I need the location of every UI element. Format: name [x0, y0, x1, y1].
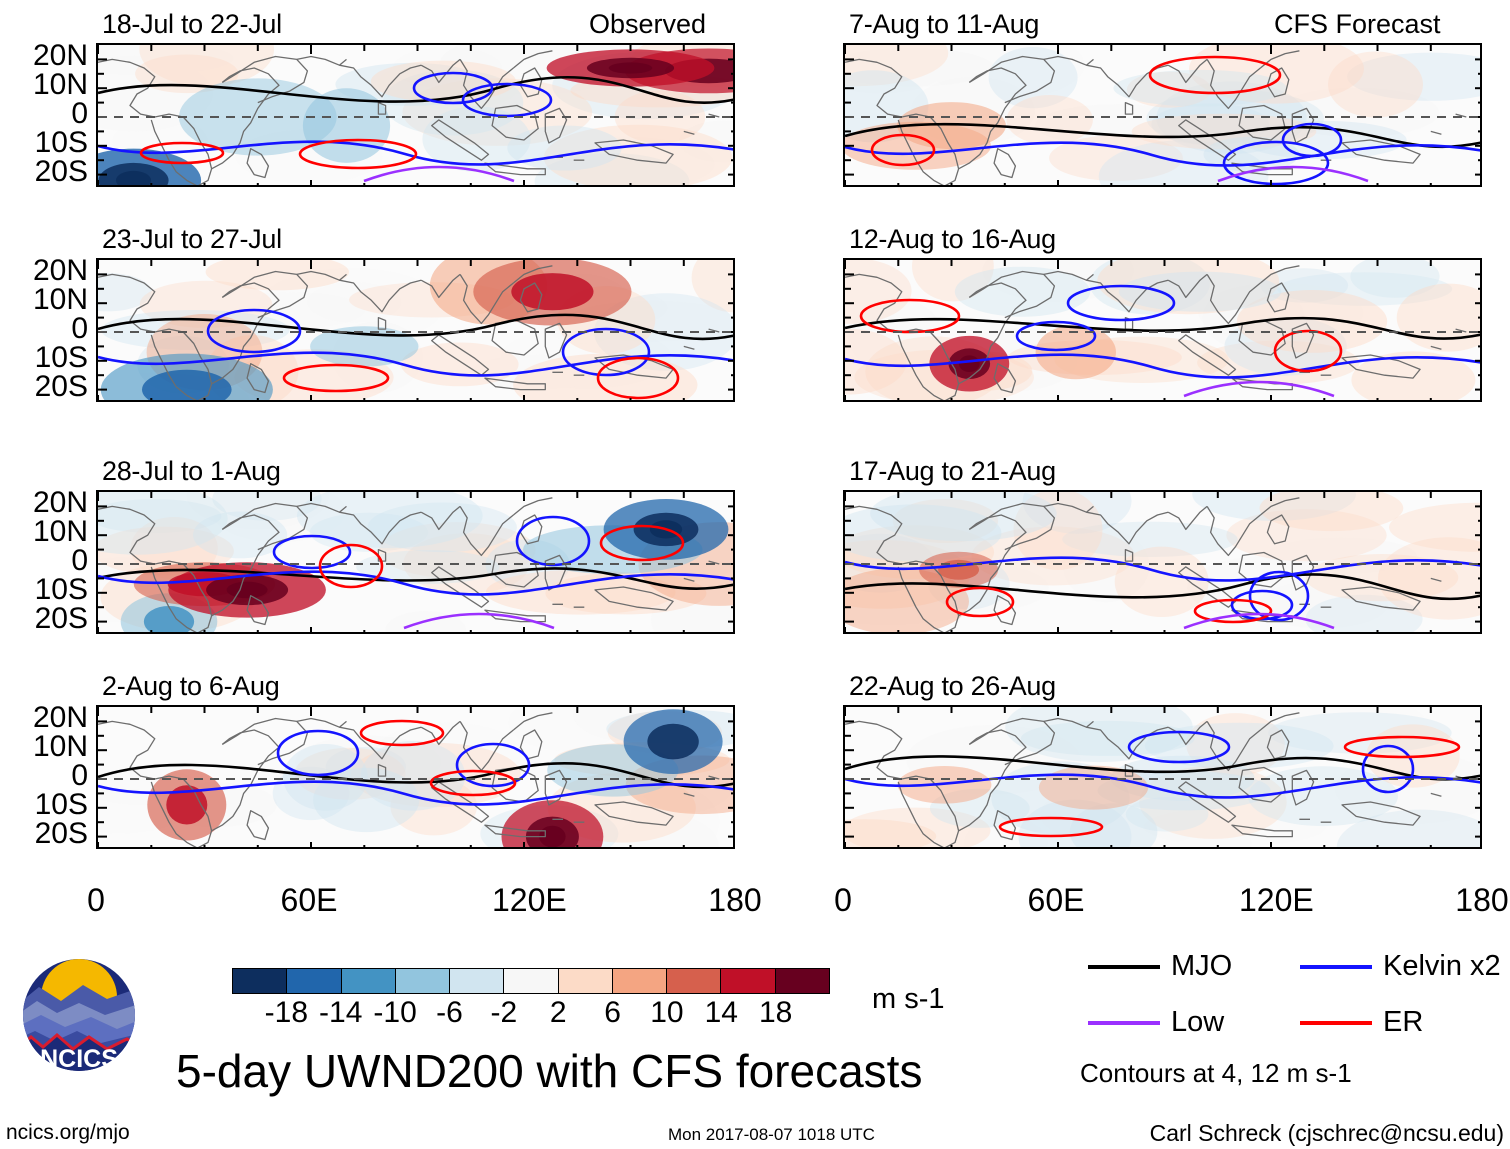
footer-url[interactable]: ncics.org/mjo	[6, 1121, 130, 1144]
y-tick-label: 0	[71, 312, 88, 345]
ncics-logo: NCICS	[23, 959, 135, 1073]
y-tick-label: 20S	[34, 154, 88, 188]
y-tick-label: 10N	[32, 730, 88, 764]
colorbar-swatch	[233, 969, 288, 993]
y-tick-label: 10S	[34, 787, 88, 821]
x-tick-label: 60E	[1027, 882, 1085, 918]
legend-line-swatch	[1300, 1020, 1372, 1025]
y-tick-label: 20N	[32, 254, 88, 288]
y-tick-label: 0	[71, 97, 88, 130]
colorbar-tick-label: 6	[604, 996, 621, 1029]
colorbar-tick-label: 18	[758, 996, 793, 1029]
legend-label: Low	[1171, 1006, 1225, 1038]
panel-title: 18-Jul to 22-Jul	[102, 9, 282, 39]
legend-line-swatch	[1300, 964, 1372, 969]
x-tick-label: 120E	[1239, 882, 1314, 918]
contour-note: Contours at 4, 12 m s-1	[1080, 1058, 1352, 1088]
colorbar-swatch	[341, 969, 396, 993]
legend-label: Kelvin x2	[1383, 950, 1501, 982]
panel-title: 7-Aug to 11-Aug	[849, 9, 1040, 39]
wave-contours	[845, 284, 1480, 398]
y-tick-label: 0	[71, 759, 88, 792]
legend-entry: Low	[1088, 1008, 1224, 1037]
colorbar-tick-label: 2	[549, 996, 567, 1029]
x-tick-label: 0	[834, 882, 852, 918]
y-tick-label: 20N	[32, 701, 88, 735]
map-plot-area	[843, 490, 1482, 634]
logo-text: NCICS	[40, 1045, 118, 1073]
map-plot-area	[843, 43, 1482, 187]
y-tick-label: 20N	[32, 486, 88, 520]
legend-label: MJO	[1171, 950, 1233, 982]
column-label: Observed	[589, 9, 707, 39]
colorbar-units: m s-1	[872, 983, 945, 1015]
legend-entry: Kelvin x2	[1300, 952, 1501, 981]
colorbar-tick-label: -10	[373, 996, 417, 1029]
map-plot-area	[96, 705, 735, 849]
colorbar-swatch	[558, 969, 613, 993]
panel-title: 12-Aug to 16-Aug	[849, 224, 1056, 254]
page-title: 5-day UWND200 with CFS forecasts	[176, 1045, 923, 1097]
colorbar-tick-label: 10	[650, 996, 684, 1029]
x-tick-label: 0	[87, 882, 105, 918]
y-tick-label: 20S	[34, 601, 88, 635]
y-tick-label: 10S	[34, 572, 88, 606]
x-tick-label: 60E	[280, 882, 338, 918]
map-plot-area	[843, 258, 1482, 402]
map-plot-area	[96, 258, 735, 402]
legend-line-swatch	[1088, 964, 1160, 969]
colorbar-swatch	[721, 969, 776, 993]
legend-entry: ER	[1300, 1008, 1423, 1037]
y-tick-label: 10N	[32, 515, 88, 549]
colorbar-swatch	[667, 969, 722, 993]
legend-line-swatch	[1088, 1020, 1160, 1025]
panel-title: 22-Aug to 26-Aug	[849, 671, 1056, 701]
colorbar-swatch	[612, 969, 668, 993]
wave-contours	[98, 719, 733, 806]
y-tick-label: 20N	[32, 39, 88, 73]
wave-contours	[845, 730, 1480, 838]
y-tick-label: 10N	[32, 68, 88, 102]
y-tick-label: 20S	[34, 369, 88, 403]
panel-title: 28-Jul to 1-Aug	[102, 456, 281, 486]
colorbar-tick-label: -14	[319, 996, 363, 1029]
panel-title: 23-Jul to 27-Jul	[102, 224, 282, 254]
y-tick-label: 20S	[34, 816, 88, 850]
colorbar-swatch	[287, 969, 342, 993]
y-tick-label: 0	[71, 544, 88, 577]
x-tick-label: 180	[708, 882, 762, 918]
colorbar-swatch	[395, 969, 451, 993]
colorbar-tick-label: 14	[704, 996, 738, 1029]
panel-title: 2-Aug to 6-Aug	[102, 671, 280, 701]
y-tick-label: 10N	[32, 283, 88, 317]
wave-contours	[98, 71, 733, 183]
x-tick-label: 180	[1455, 882, 1509, 918]
legend-label: ER	[1383, 1006, 1424, 1038]
panel-title: 17-Aug to 21-Aug	[849, 456, 1056, 486]
footer-credit: Carl Schreck (cjschrec@ncsu.edu)	[1149, 1120, 1504, 1146]
x-tick-label: 120E	[492, 882, 567, 918]
wave-contours	[845, 55, 1480, 185]
colorbar-tick-label: -2	[490, 996, 518, 1029]
colorbar-swatch	[504, 969, 559, 993]
y-tick-label: 10S	[34, 340, 88, 374]
colorbar	[232, 968, 830, 994]
legend-entry: MJO	[1088, 952, 1232, 981]
map-plot-area	[96, 43, 735, 187]
map-plot-area	[843, 705, 1482, 849]
y-tick-label: 10S	[34, 125, 88, 159]
wave-contours	[98, 308, 733, 400]
column-label: CFS Forecast	[1274, 9, 1441, 39]
colorbar-swatch	[450, 969, 505, 993]
colorbar-tick-label: -18	[264, 996, 309, 1029]
colorbar-swatch	[775, 969, 829, 993]
wave-contours	[845, 556, 1480, 630]
colorbar-tick-label: -6	[436, 996, 463, 1029]
footer-timestamp: Mon 2017-08-07 1018 UTC	[668, 1125, 875, 1144]
map-plot-area	[96, 490, 735, 634]
